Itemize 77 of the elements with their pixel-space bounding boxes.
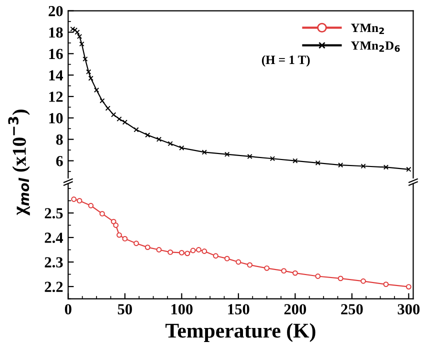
point — [247, 262, 252, 268]
x-tick-label: 250 — [341, 304, 363, 314]
y-axis-title: χ$_{mol}$ (x10$^{−3}$) — [8, 110, 30, 216]
point — [383, 282, 389, 288]
point — [100, 211, 105, 216]
point — [338, 162, 344, 168]
y-tick-label: 18 — [49, 27, 63, 38]
point — [270, 156, 276, 162]
point — [122, 120, 128, 125]
point — [338, 276, 344, 282]
point — [76, 34, 82, 40]
x-tick-label: 200 — [284, 304, 306, 314]
point — [134, 127, 139, 132]
point — [264, 265, 270, 271]
point — [190, 248, 196, 254]
point — [79, 41, 84, 47]
y-tick-label: 2.4 — [44, 232, 64, 244]
point — [281, 268, 287, 274]
y-tick-label: 20 — [48, 6, 63, 16]
point — [224, 256, 230, 262]
point — [406, 284, 412, 290]
y-tick-label: 2.2 — [44, 282, 63, 292]
point — [224, 152, 230, 157]
point — [360, 164, 366, 169]
point — [100, 98, 105, 104]
y-tick-label: 2.3 — [44, 257, 63, 268]
y-tick-label: 10 — [49, 113, 63, 124]
point — [236, 259, 242, 265]
point — [76, 198, 82, 204]
point — [134, 240, 139, 246]
point — [168, 141, 173, 146]
point — [82, 56, 88, 62]
point — [94, 88, 100, 93]
point — [116, 116, 122, 122]
point — [383, 164, 389, 170]
y-tick-label: 2.5 — [44, 208, 63, 218]
point — [315, 274, 321, 279]
x-tick-label: 50 — [118, 304, 132, 314]
point — [202, 150, 207, 155]
point — [156, 247, 162, 252]
legend-label: YMn$_{2}$ — [350, 24, 384, 34]
point — [156, 136, 162, 142]
y-tick-label: 12 — [49, 92, 63, 102]
x-tick-label: 100 — [171, 304, 193, 314]
point — [202, 248, 208, 254]
annotation: (H = 1 T) — [262, 55, 310, 67]
y-tick-label: 6 — [56, 156, 63, 166]
x-tick-label: 150 — [228, 304, 250, 314]
legend-label: YMn$_{2}$D$_{6}$ — [350, 41, 400, 52]
point — [116, 232, 122, 238]
point — [88, 76, 94, 81]
point — [178, 250, 184, 256]
point — [292, 158, 298, 164]
point — [113, 222, 119, 228]
x-tick-label: 0 — [64, 304, 72, 314]
y-tick-label: 14 — [49, 70, 64, 80]
point — [71, 196, 77, 202]
y-tick-label: 8 — [56, 134, 63, 145]
point — [247, 154, 252, 160]
x-axis-title: Temperature (K) — [166, 323, 316, 342]
point — [122, 236, 128, 242]
point — [360, 278, 366, 284]
point — [168, 250, 174, 255]
point — [179, 145, 184, 150]
x-tick-label: 300 — [398, 304, 420, 314]
point — [86, 69, 92, 74]
point — [196, 247, 202, 252]
point — [145, 132, 150, 138]
point — [315, 160, 320, 166]
point — [144, 244, 150, 250]
point — [88, 202, 94, 208]
point — [292, 270, 298, 276]
point — [184, 250, 190, 256]
y-tick-label: 16 — [49, 48, 63, 60]
point — [213, 253, 218, 259]
point — [110, 112, 116, 118]
point — [105, 106, 110, 111]
